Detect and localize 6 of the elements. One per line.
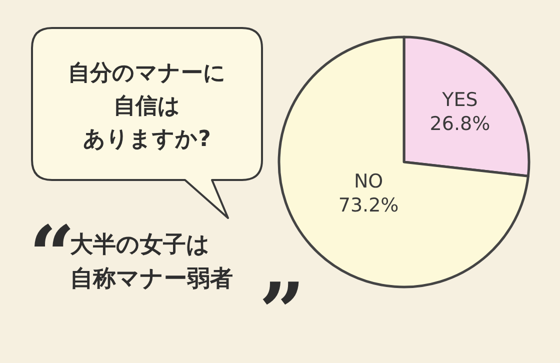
slice-label: YES: [441, 89, 478, 112]
text: ”: [258, 265, 306, 359]
text: 自分のマナーに自信はありますか?: [68, 61, 226, 152]
data-label: 73.2%: [338, 194, 399, 217]
data-label: 26.8%: [430, 113, 490, 136]
slice-label: NO: [354, 170, 384, 193]
